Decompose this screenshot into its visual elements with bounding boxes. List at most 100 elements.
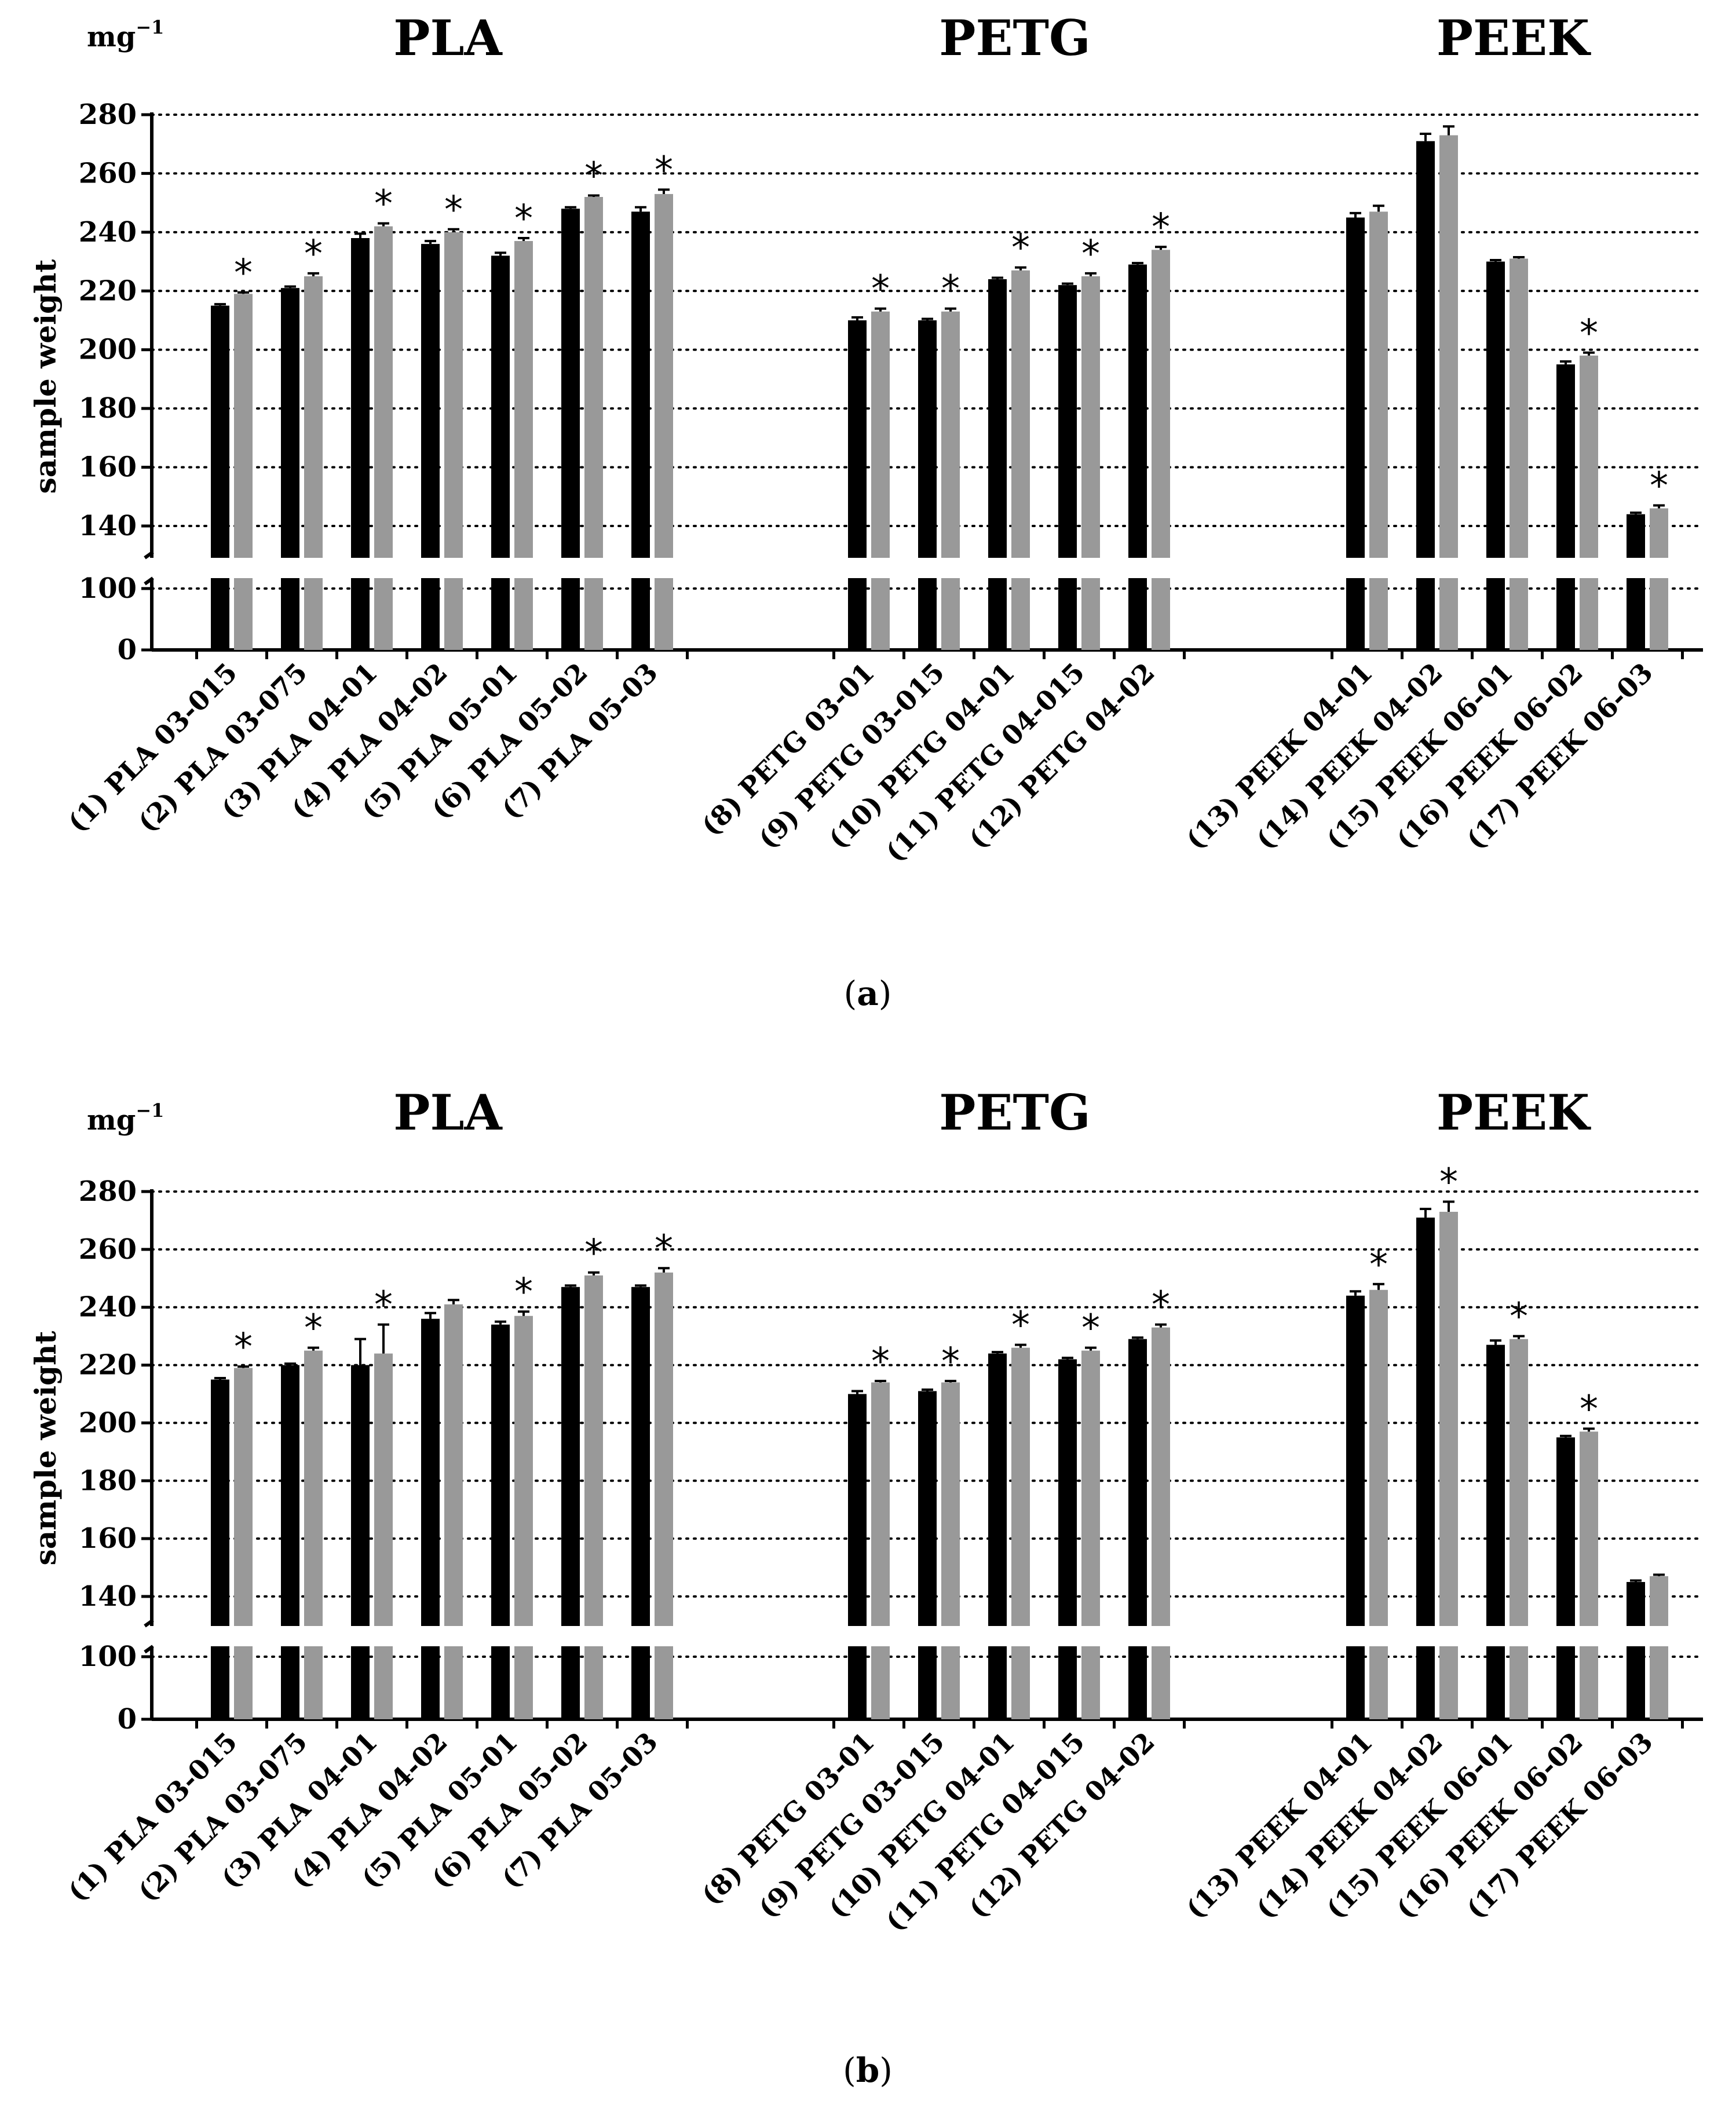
y-tick-label: 0 — [118, 1703, 137, 1735]
y-tick-label: 0 — [118, 634, 137, 666]
y-tick-label: 260 — [79, 157, 137, 189]
significance-star: * — [374, 1284, 393, 1327]
bar-gray-upper — [1650, 508, 1668, 558]
bar-black-lower — [491, 578, 510, 650]
significance-star: * — [1369, 1244, 1388, 1287]
bar-gray-upper — [871, 311, 890, 558]
bar-gray-upper — [234, 294, 253, 558]
bar-black-upper — [1486, 261, 1505, 558]
unit-base: mg — [87, 21, 136, 53]
y-tick-label: 140 — [79, 510, 137, 542]
unit-label: mg−1 — [87, 16, 164, 53]
bar-gray-lower — [584, 578, 603, 650]
significance-star: * — [941, 268, 960, 311]
bar-gray-lower — [234, 1646, 253, 1719]
y-tick-label: 160 — [79, 451, 137, 484]
caption-letter: b — [856, 2051, 880, 2090]
bar-gray-upper — [941, 311, 960, 558]
bar-black-upper — [561, 1287, 580, 1626]
significance-star: * — [234, 252, 253, 295]
bar-black-upper — [1416, 141, 1435, 558]
bar-black-upper — [1346, 217, 1365, 558]
y-tick-label: 220 — [79, 275, 137, 307]
significance-star: * — [655, 149, 673, 192]
significance-star: * — [1580, 312, 1598, 355]
unit-label: mg−1 — [87, 1099, 164, 1137]
bar-gray-upper — [444, 232, 463, 558]
panel-a: mg−1 sample weight 0 100 140 160 180 200 220 240 2… — [28, 9, 1704, 1013]
bar-gray-upper — [514, 241, 533, 558]
significance-star: * — [444, 189, 463, 232]
bar-gray-upper — [374, 1353, 393, 1626]
bar-black-upper — [491, 1324, 510, 1626]
bar-black-upper — [281, 288, 299, 558]
significance-star: * — [941, 1340, 960, 1383]
bar-black-upper — [848, 320, 867, 558]
bar-black-upper — [1486, 1344, 1505, 1626]
bar-black-lower — [1486, 1646, 1505, 1719]
bar-black-upper — [491, 255, 510, 558]
bar-black-lower — [351, 1646, 370, 1719]
bar-black-upper — [918, 1391, 937, 1626]
bar-gray-upper — [1152, 250, 1170, 558]
group-title-petg: PETG — [939, 9, 1090, 67]
caption-letter: a — [857, 974, 879, 1013]
bar-gray-lower — [1152, 1646, 1170, 1719]
significance-star: * — [1081, 233, 1100, 276]
bar-gray-upper — [871, 1382, 890, 1626]
panel-b: mg−1 sample weight 0 100 140 160 180 200 220 240 2… — [28, 1084, 1704, 2090]
bar-black-lower — [988, 1646, 1007, 1719]
bar-black-upper — [1627, 514, 1645, 558]
bar-black-upper — [988, 279, 1007, 558]
bar-black-lower — [491, 1646, 510, 1719]
axis-break-mark — [144, 550, 154, 560]
bar-gray-lower — [941, 578, 960, 650]
caption-close: ) — [879, 974, 892, 1013]
unit-exponent: −1 — [136, 1099, 164, 1121]
bar-gray-lower — [374, 578, 393, 650]
bar-gray-upper — [941, 1382, 960, 1626]
bar-black-lower — [631, 1646, 650, 1719]
bar-black-upper — [1128, 1339, 1147, 1626]
bar-gray-upper — [584, 1275, 603, 1626]
bar-black-lower — [918, 578, 937, 650]
bar-gray-lower — [1011, 578, 1030, 650]
significance-star: * — [871, 268, 890, 311]
bar-black-upper — [1346, 1295, 1365, 1626]
bar-gray-lower — [871, 1646, 890, 1719]
bar-gray-lower — [1580, 1646, 1598, 1719]
bar-gray-upper — [1580, 1431, 1598, 1626]
bar-gray-lower — [374, 1646, 393, 1719]
bar-black-upper — [1058, 285, 1077, 558]
bar-black-lower — [848, 1646, 867, 1719]
bar-gray-upper — [584, 197, 603, 558]
bar-black-lower — [1058, 578, 1077, 650]
bar-gray-upper — [234, 1368, 253, 1626]
y-tick-label: 100 — [79, 1640, 137, 1673]
bar-black-lower — [281, 1646, 299, 1719]
bar-black-upper — [848, 1394, 867, 1626]
bar-gray-lower — [514, 1646, 533, 1719]
bar-gray-lower — [1011, 1646, 1030, 1719]
bar-black-upper — [211, 1379, 229, 1626]
y-tick-label: 160 — [79, 1522, 137, 1555]
bar-black-lower — [1486, 578, 1505, 650]
bar-black-upper — [1128, 264, 1147, 558]
y-tick-label: 260 — [79, 1233, 137, 1266]
axis-break-mark — [144, 1618, 154, 1628]
bar-gray-upper — [304, 276, 323, 558]
bar-gray-upper — [1510, 1339, 1528, 1626]
bar-gray-lower — [1439, 578, 1458, 650]
bar-gray-lower — [1510, 578, 1528, 650]
bar-black-upper — [1556, 364, 1575, 558]
bar-gray-lower — [655, 578, 673, 650]
unit-exponent: −1 — [136, 16, 164, 38]
bar-gray-lower — [514, 578, 533, 650]
bar-black-upper — [421, 244, 440, 558]
bar-gray-lower — [1081, 578, 1100, 650]
bar-black-lower — [421, 1646, 440, 1719]
bar-gray-upper — [304, 1350, 323, 1626]
bar-black-upper — [351, 238, 370, 558]
bar-black-lower — [351, 578, 370, 650]
